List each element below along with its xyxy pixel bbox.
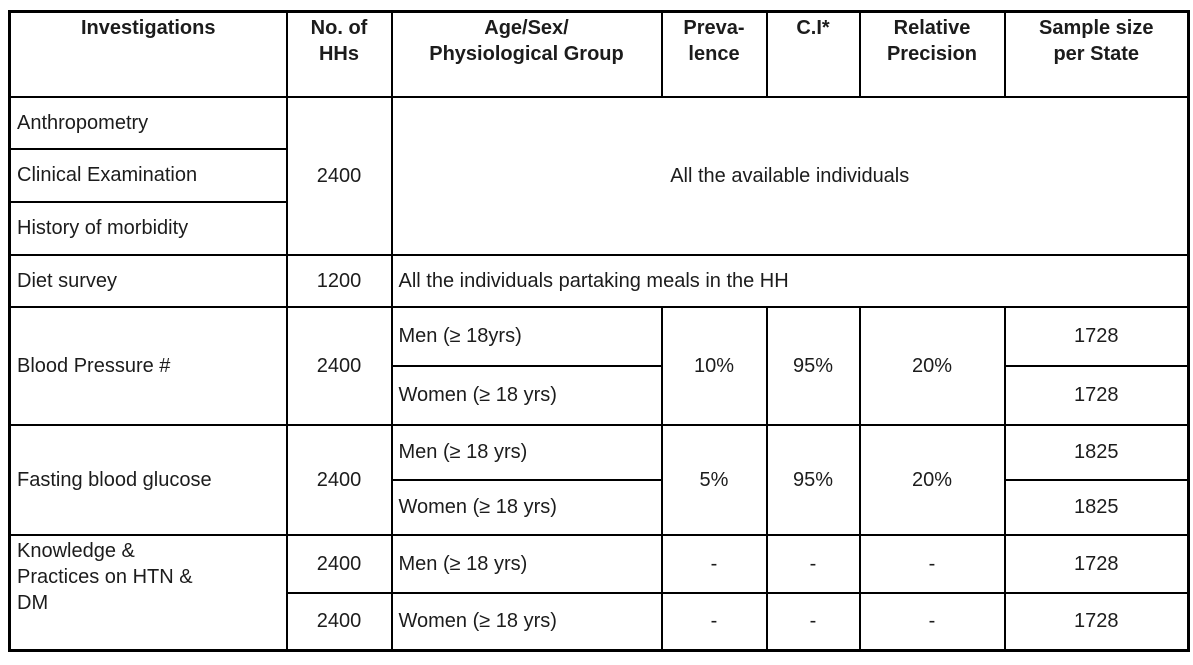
cell-sample-size-bp-men: 1728 <box>1003 305 1190 367</box>
cell-hh-count-diet-survey: 1200 <box>285 253 393 308</box>
cell-sample-size-bp-women: 1728 <box>1003 364 1190 426</box>
cell-sample-size-fbg-men: 1825 <box>1003 423 1190 481</box>
cell-investigation-diet-survey: Diet survey <box>8 253 288 308</box>
cell-hh-count-fbg: 2400 <box>285 423 393 536</box>
cell-relative-precision-bp: 20% <box>858 305 1006 426</box>
cell-group-knowledge-women: Women (≥ 18 yrs) <box>390 591 663 652</box>
cell-relative-precision-knowledge-women: - <box>858 591 1006 652</box>
table-row: Clinical Examination <box>8 147 1189 203</box>
cell-prevalence-knowledge-men: - <box>660 533 768 594</box>
cell-investigation-blood-pressure: Blood Pressure # <box>8 305 288 426</box>
sampling-plan-table: Investigations No. of HHs Age/Sex/ Physi… <box>8 10 1190 652</box>
cell-group-bp-women: Women (≥ 18 yrs) <box>390 364 663 426</box>
cell-group-knowledge-men: Men (≥ 18 yrs) <box>390 533 663 594</box>
table-row: Fasting blood glucose 2400 Men (≥ 18 yrs… <box>8 423 1190 536</box>
cell-prevalence-knowledge-women: - <box>660 591 768 652</box>
col-header-no-of-hhs: No. of HHs <box>285 10 393 98</box>
table-row: 2400 Women (≥ 18 yrs) - - - 1728 <box>10 591 1190 652</box>
table-row: Blood Pressure # 2400 Men (≥ 18yrs) 10% … <box>8 305 1190 426</box>
cell-sample-size-knowledge-women: 1728 <box>1003 591 1190 652</box>
cell-ci-knowledge-men: - <box>765 533 861 594</box>
cell-relative-precision-knowledge-men: - <box>858 533 1006 594</box>
cell-group-bp-men: Men (≥ 18yrs) <box>390 305 663 367</box>
cell-investigation-clinical-examination: Clinical Examination <box>8 147 288 203</box>
cell-hh-count-knowledge-men: 2400 <box>285 533 393 594</box>
cell-investigation-knowledge-practices: Knowledge & Practices on HTN & DM <box>8 533 288 652</box>
table-row: Anthropometry 2400 All the available ind… <box>8 95 1190 256</box>
col-header-ci: C.I* <box>765 10 861 98</box>
cell-hh-count-blood-pressure: 2400 <box>285 305 393 426</box>
cell-hh-count-knowledge-women: 2400 <box>285 591 393 652</box>
cell-relative-precision-fbg: 20% <box>858 423 1006 536</box>
cell-investigation-fasting-blood-glucose: Fasting blood glucose <box>8 423 288 536</box>
cell-group-note-partaking-meals: All the individuals partaking meals in t… <box>390 253 1190 308</box>
col-header-relative-precision: Relative Precision <box>858 10 1006 98</box>
col-header-age-sex-group: Age/Sex/ Physiological Group <box>390 10 663 98</box>
cell-hh-count-group1: 2400 <box>285 95 393 256</box>
cell-ci-knowledge-women: - <box>765 591 861 652</box>
cell-prevalence-bp: 10% <box>660 305 768 426</box>
cell-ci-bp: 95% <box>765 305 861 426</box>
cell-prevalence-fbg: 5% <box>660 423 768 536</box>
col-header-investigations: Investigations <box>8 10 288 98</box>
table-row: Women (≥ 18 yrs) 1825 <box>10 478 1190 536</box>
cell-investigation-history-of-morbidity: History of morbidity <box>8 200 288 256</box>
cell-group-fbg-men: Men (≥ 18 yrs) <box>390 423 663 481</box>
cell-group-note-available-individuals: All the available individuals <box>390 95 1190 256</box>
cell-group-fbg-women: Women (≥ 18 yrs) <box>390 478 663 536</box>
cell-ci-fbg: 95% <box>765 423 861 536</box>
col-header-prevalence: Preva- lence <box>660 10 768 98</box>
header-row: Investigations No. of HHs Age/Sex/ Physi… <box>8 10 1190 98</box>
table-row: History of morbidity <box>8 200 1189 256</box>
table-row: Women (≥ 18 yrs) 1728 <box>10 364 1190 426</box>
table-row: Diet survey 1200 All the individuals par… <box>8 253 1190 308</box>
cell-investigation-anthropometry: Anthropometry <box>8 95 288 150</box>
col-header-sample-size: Sample size per State <box>1003 10 1190 98</box>
cell-sample-size-knowledge-men: 1728 <box>1003 533 1190 594</box>
cell-sample-size-fbg-women: 1825 <box>1003 478 1190 536</box>
table-row: Knowledge & Practices on HTN & DM 2400 M… <box>8 533 1190 652</box>
